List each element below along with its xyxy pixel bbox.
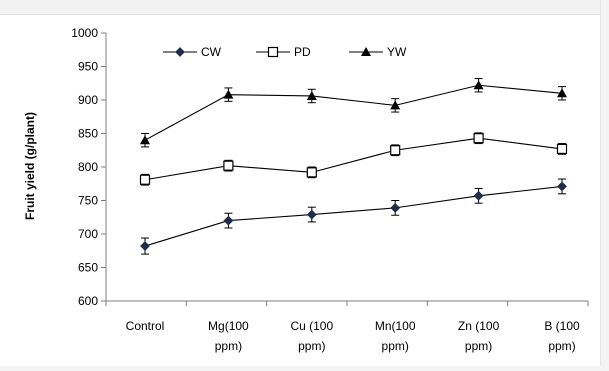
series-yw bbox=[140, 78, 567, 148]
y-tick-label: 800 bbox=[78, 160, 98, 174]
data-point-cw bbox=[306, 209, 317, 220]
y-tick-label: 950 bbox=[78, 60, 98, 74]
y-tick-label: 700 bbox=[78, 227, 98, 241]
data-point-cw bbox=[140, 241, 150, 251]
x-category-label: Zn (100 ppm) bbox=[458, 319, 500, 353]
data-point-yw bbox=[223, 89, 234, 99]
data-point-cw bbox=[223, 215, 234, 226]
x-category-label-line: Mg(100 bbox=[208, 319, 249, 333]
data-point-yw bbox=[390, 100, 401, 110]
legend-marker-yw bbox=[361, 47, 371, 56]
series-cw bbox=[140, 178, 567, 255]
y-tick-label: 750 bbox=[78, 194, 98, 208]
data-point-yw bbox=[306, 90, 317, 100]
data-point-pd bbox=[390, 145, 401, 156]
x-axis: Control Mg(100 ppm)Cu (100 ppm)Mn(100 ppm)Zn… bbox=[105, 300, 589, 353]
x-category-label-line: ppm) bbox=[298, 339, 325, 353]
bottom-border-strip bbox=[0, 366, 609, 371]
data-point-cw bbox=[473, 190, 484, 201]
y-tick-label: 900 bbox=[78, 93, 98, 107]
series-line-yw bbox=[144, 84, 563, 141]
y-axis: 600 650 700 750 800 850 900 950 1000 bbox=[71, 26, 107, 308]
data-point-pd bbox=[556, 143, 568, 155]
data-point-yw bbox=[557, 88, 567, 98]
x-category-label-line: B (100 bbox=[544, 319, 580, 333]
data-point-pd bbox=[473, 133, 484, 144]
x-category-label-line: Mn(100 bbox=[375, 319, 416, 333]
legend-label-yw: YW bbox=[387, 45, 407, 59]
y-tick-label: 1000 bbox=[71, 26, 98, 40]
data-point-yw bbox=[473, 80, 484, 90]
data-point-yw bbox=[140, 135, 150, 145]
data-point-cw bbox=[390, 202, 401, 213]
data-point-pd bbox=[139, 174, 151, 185]
series-pd bbox=[139, 132, 568, 186]
legend-label-cw: CW bbox=[201, 45, 222, 59]
series-layer bbox=[139, 78, 568, 255]
x-category-label: Cu (100 ppm) bbox=[290, 319, 333, 353]
x-category-label-line: Zn (100 bbox=[458, 319, 500, 333]
data-point-cw bbox=[557, 181, 567, 192]
y-tick-label: 850 bbox=[78, 127, 98, 141]
legend-item-yw: YW bbox=[349, 45, 407, 59]
x-category-label-line: Cu (100 bbox=[290, 319, 333, 333]
legend: CW PD YW bbox=[163, 45, 407, 59]
x-category-label: Mn(100 ppm) bbox=[375, 319, 416, 353]
legend-item-pd: PD bbox=[256, 45, 311, 59]
legend-marker-cw bbox=[175, 47, 185, 57]
x-category-label-line: ppm) bbox=[465, 339, 492, 353]
legend-marker-pd bbox=[267, 46, 279, 58]
x-category-label-line: ppm) bbox=[382, 339, 409, 353]
legend-label-pd: PD bbox=[294, 45, 311, 59]
y-tick-label: 650 bbox=[78, 261, 98, 275]
top-border-strip bbox=[0, 0, 609, 15]
x-category-label-line: Control bbox=[126, 319, 165, 333]
y-axis-title: Fruit yield (g/plant) bbox=[23, 112, 37, 220]
x-category-label: B (100 ppm) bbox=[544, 319, 580, 353]
data-point-pd bbox=[223, 160, 234, 171]
y-tick-label: 600 bbox=[78, 294, 98, 308]
x-category-label-line: ppm) bbox=[215, 339, 242, 353]
data-point-pd bbox=[306, 167, 317, 178]
legend-item-cw: CW bbox=[163, 45, 222, 59]
right-border-strip bbox=[600, 0, 609, 371]
series-line-cw bbox=[144, 185, 563, 247]
series-line-pd bbox=[144, 137, 563, 181]
x-category-label-line: ppm) bbox=[548, 339, 575, 353]
x-category-label: Control bbox=[126, 319, 165, 333]
x-category-label: Mg(100 ppm) bbox=[208, 319, 249, 353]
